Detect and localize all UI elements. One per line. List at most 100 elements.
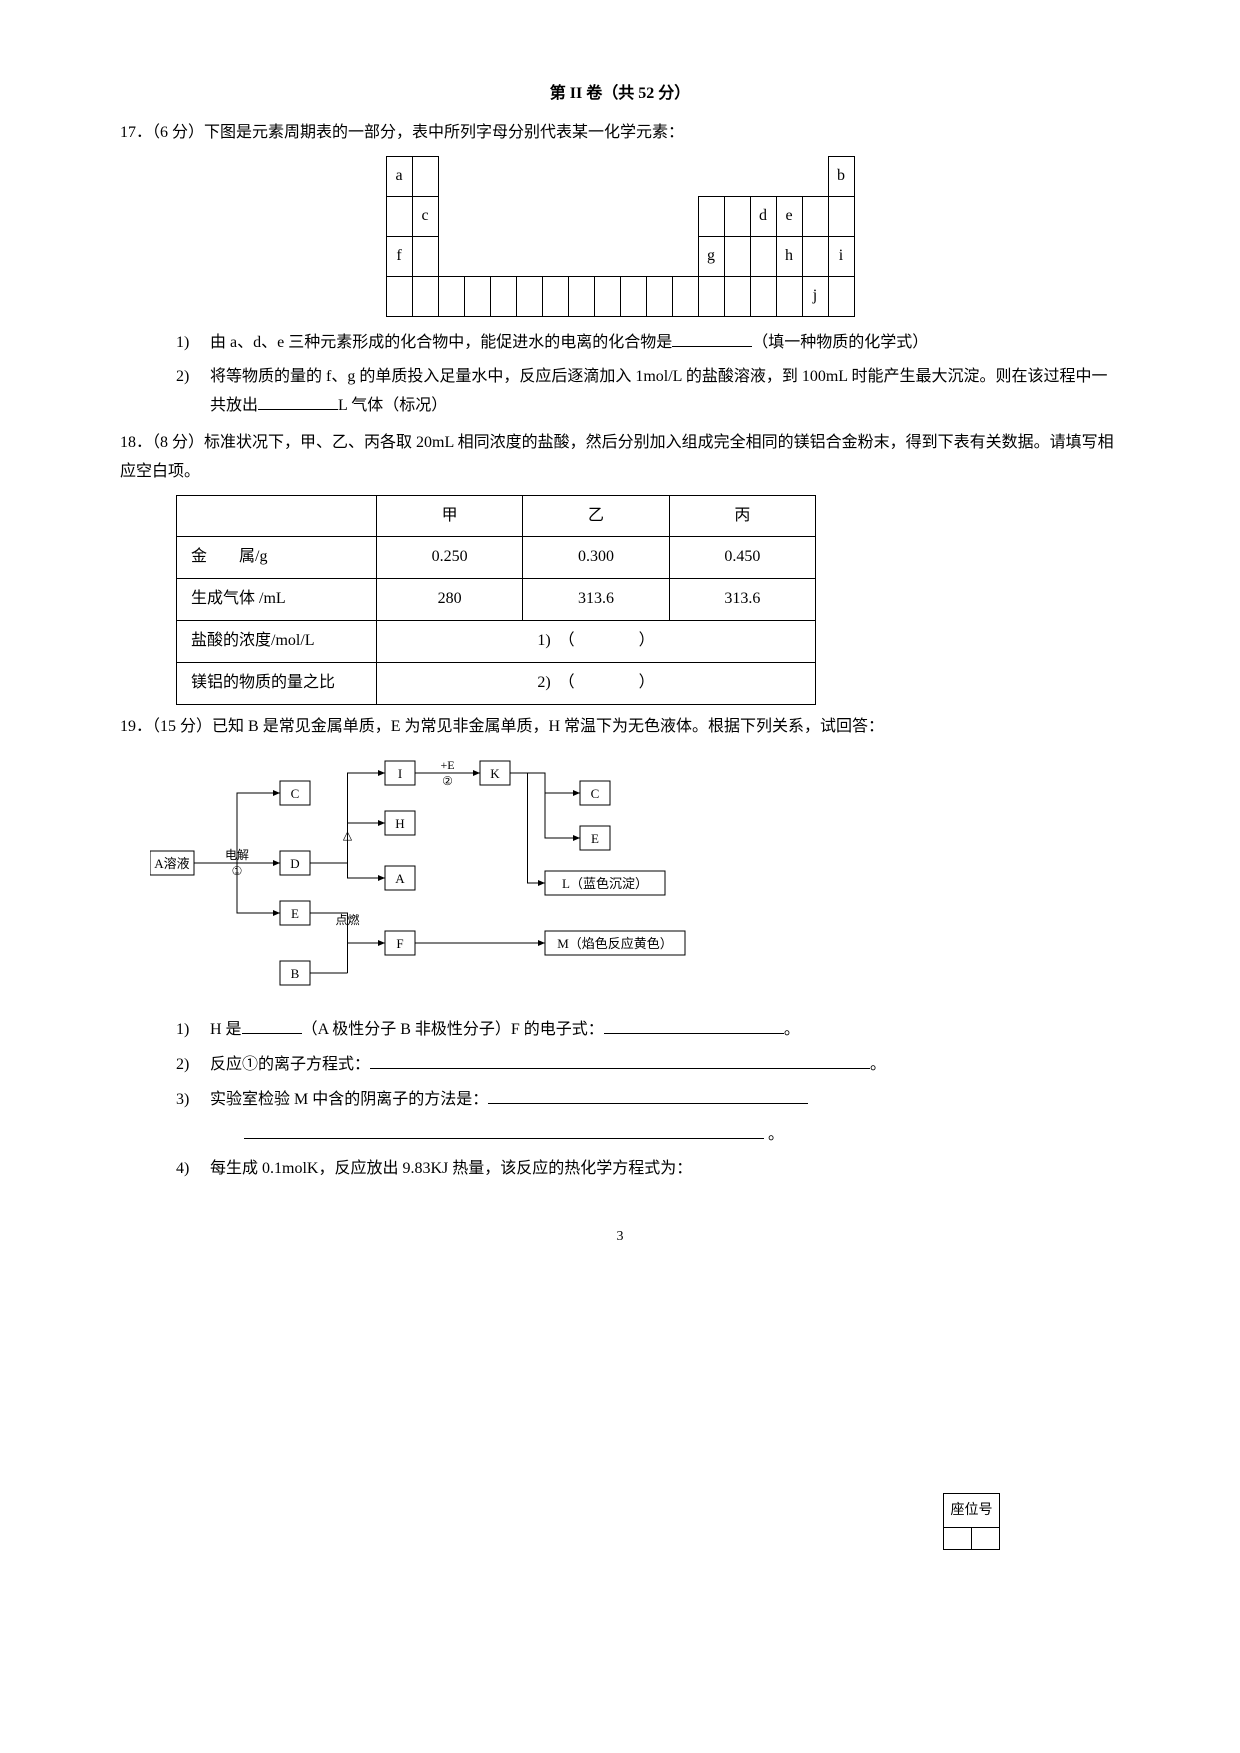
svg-text:C: C [591, 786, 600, 801]
blank[interactable] [370, 1051, 870, 1069]
ptable-cell [438, 156, 464, 196]
q17-stem: （6 分）下图是元素周期表的一部分，表中所列字母分别代表某一化学元素： [152, 124, 684, 141]
ptable-cell [672, 276, 698, 316]
ptable-cell [594, 156, 620, 196]
ptable-cell [386, 196, 412, 236]
blank[interactable] [244, 1121, 764, 1139]
q17-sub1-num: 1) [176, 329, 189, 358]
ptable-cell [542, 196, 568, 236]
dtable-cell: 0.300 [523, 537, 669, 579]
question-17: 17．（6 分）下图是元素周期表的一部分，表中所列字母分别代表某一化学元素： a… [120, 119, 1120, 421]
data-table: 甲乙丙金 属/g0.2500.3000.450生成气体 /mL280313.63… [176, 495, 816, 705]
q17-sub1-text-b: （填一种物质的化学式） [752, 334, 928, 351]
ptable-cell [542, 236, 568, 276]
q19-sub1-text-a: H 是 [210, 1021, 242, 1038]
ptable-cell [776, 156, 802, 196]
seat-cell[interactable] [944, 1527, 972, 1549]
ptable-cell [828, 276, 854, 316]
q19-stem: （15 分）已知 B 是常见金属单质，E 为常见非金属单质，H 常温下为无色液体… [152, 718, 884, 735]
ptable-cell [802, 236, 828, 276]
svg-text:I: I [398, 766, 402, 781]
ptable-cell [542, 276, 568, 316]
q19-sub2: 2) 反应①的离子方程式：。 [176, 1051, 1120, 1080]
ptable-cell [646, 196, 672, 236]
ptable-cell [412, 236, 438, 276]
seat-number-box: 座位号 [943, 1493, 1000, 1550]
q17-sub2-text-b: L 气体（标况） [338, 397, 447, 414]
ptable-cell [438, 276, 464, 316]
ptable-cell [750, 156, 776, 196]
ptable-cell [802, 196, 828, 236]
ptable-cell [620, 236, 646, 276]
q19-sub4-text: 每生成 0.1molK，反应放出 9.83KJ 热量，该反应的热化学方程式为： [210, 1160, 692, 1177]
dtable-rowheader: 盐酸的浓度/mol/L [177, 620, 377, 662]
ptable-cell [412, 156, 438, 196]
svg-text:A: A [395, 871, 405, 886]
q18-num: 18． [120, 434, 152, 451]
blank[interactable] [604, 1017, 784, 1035]
ptable-cell [724, 236, 750, 276]
blank[interactable] [242, 1017, 302, 1035]
svg-text:M（焰色反应黄色）: M（焰色反应黄色） [557, 936, 673, 951]
svg-text:B: B [291, 966, 300, 981]
ptable-cell [620, 196, 646, 236]
q17-sub1: 1) 由 a、d、e 三种元素形成的化合物中，能促进水的电离的化合物是（填一种物… [176, 329, 1120, 358]
ptable-cell [490, 196, 516, 236]
svg-text:H: H [395, 816, 404, 831]
q19-sub1-tail: 。 [784, 1021, 800, 1038]
ptable-cell: b [828, 156, 854, 196]
ptable-cell [594, 236, 620, 276]
ptable-cell: a [386, 156, 412, 196]
question-18: 18．（8 分）标准状况下，甲、乙、丙各取 20mL 相同浓度的盐酸，然后分别加… [120, 429, 1120, 705]
flow-diagram: A溶液CDEBIHAFKCEL（蓝色沉淀）M（焰色反应黄色）电解①△点燃+E② [150, 751, 1120, 1002]
ptable-cell [646, 236, 672, 276]
ptable-cell [724, 276, 750, 316]
ptable-cell [750, 236, 776, 276]
ptable-cell [646, 156, 672, 196]
ptable-cell [568, 236, 594, 276]
dtable-fillcell[interactable]: 1) （ ） [377, 620, 816, 662]
dtable-header: 甲 [377, 495, 523, 537]
ptable-cell [828, 196, 854, 236]
q19-sub3: 3) 实验室检验 M 中含的阴离子的方法是： 。 [176, 1086, 1120, 1150]
svg-text:E: E [291, 906, 299, 921]
ptable-cell: g [698, 236, 724, 276]
dtable-rowheader: 镁铝的物质的量之比 [177, 662, 377, 704]
svg-text:K: K [490, 766, 500, 781]
ptable-cell: j [802, 276, 828, 316]
q17-sub2-num: 2) [176, 363, 189, 392]
q18-stem: （8 分）标准状况下，甲、乙、丙各取 20mL 相同浓度的盐酸，然后分别加入组成… [120, 434, 1114, 480]
q19-sub1: 1) H 是 （A 极性分子 B 非极性分子）F 的电子式： 。 [176, 1016, 1120, 1045]
seat-cell[interactable] [972, 1527, 1000, 1549]
page-number: 3 [120, 1224, 1120, 1249]
ptable-cell [672, 156, 698, 196]
ptable-cell [724, 196, 750, 236]
ptable-cell [516, 156, 542, 196]
question-19: 19．（15 分）已知 B 是常见金属单质，E 为常见非金属单质，H 常温下为无… [120, 713, 1120, 1185]
q19-sub4-num: 4) [176, 1155, 189, 1184]
ptable-cell [542, 156, 568, 196]
blank[interactable] [672, 329, 752, 347]
q19-sub3-text: 实验室检验 M 中含的阴离子的方法是： [210, 1091, 488, 1108]
ptable-cell [490, 156, 516, 196]
svg-text:+E: +E [440, 758, 454, 772]
svg-text:L（蓝色沉淀）: L（蓝色沉淀） [562, 876, 648, 891]
ptable-cell: e [776, 196, 802, 236]
dtable-header: 丙 [669, 495, 815, 537]
ptable-cell: d [750, 196, 776, 236]
dtable-cell: 0.250 [377, 537, 523, 579]
ptable-cell [568, 276, 594, 316]
dtable-fillcell[interactable]: 2) （ ） [377, 662, 816, 704]
seat-label: 座位号 [944, 1493, 1000, 1527]
ptable-cell [464, 236, 490, 276]
dtable-cell: 313.6 [523, 579, 669, 621]
q19-sub1-text-b: （A 极性分子 B 非极性分子）F 的电子式： [302, 1021, 604, 1038]
svg-text:D: D [290, 856, 299, 871]
ptable-cell [620, 156, 646, 196]
q19-sub1-num: 1) [176, 1016, 189, 1045]
blank[interactable] [488, 1086, 808, 1104]
ptable-cell [568, 156, 594, 196]
dtable-header: 乙 [523, 495, 669, 537]
blank[interactable] [258, 393, 338, 411]
ptable-cell: h [776, 236, 802, 276]
